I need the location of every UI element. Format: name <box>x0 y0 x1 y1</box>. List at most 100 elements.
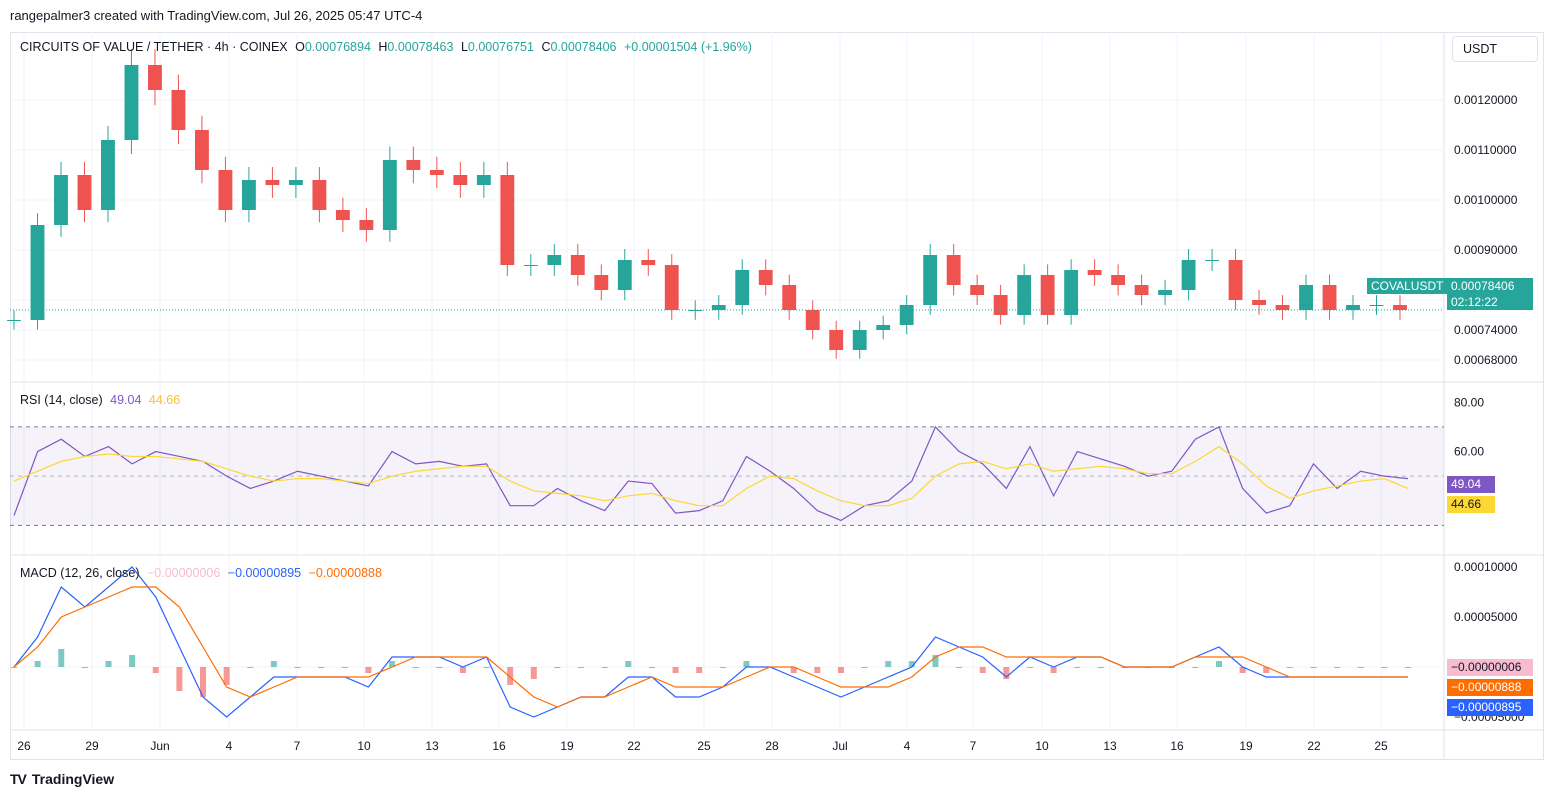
candle-body <box>570 255 585 275</box>
countdown-tag: 02:12:22 <box>1447 294 1533 310</box>
candle-body <box>688 310 703 311</box>
macd-hist-bar <box>436 667 443 668</box>
change-value: +0.00001504 (+1.96%) <box>624 40 752 54</box>
candle-body <box>805 310 820 330</box>
candle-body <box>735 270 750 305</box>
candle-body <box>594 275 609 290</box>
close-label: C <box>541 40 551 54</box>
candle-body <box>30 225 45 320</box>
candle-body <box>7 320 21 321</box>
candle-body <box>547 255 562 265</box>
macd-hist-bar <box>129 655 136 667</box>
x-tick-label: 13 <box>1103 739 1117 753</box>
candle-body <box>829 330 844 350</box>
x-tick-label: 16 <box>1170 739 1184 753</box>
macd-hist-bar <box>1239 667 1246 673</box>
price-tick-label: 0.00100000 <box>1454 193 1518 207</box>
macd-hist-bar <box>365 667 372 673</box>
macd-title[interactable]: MACD (12, 26, close) <box>20 566 140 580</box>
footer-brand[interactable]: TV TradingView <box>10 771 114 787</box>
candle-body <box>1017 275 1032 315</box>
rsi-ma-tag: 44.66 <box>1447 496 1495 513</box>
macd-tick-label: 0.00005000 <box>1454 610 1518 624</box>
x-tick-label: 10 <box>1035 739 1049 753</box>
candle-body <box>1087 270 1102 275</box>
candle-body <box>288 180 303 185</box>
x-tick-label: 7 <box>970 739 977 753</box>
rsi-tick-label: 60.00 <box>1454 445 1484 459</box>
macd-line <box>13 566 1408 718</box>
candle-body <box>1205 260 1219 261</box>
macd-hist-bar <box>1215 661 1222 667</box>
x-tick-label: 4 <box>226 739 233 753</box>
macd-line-tag: −0.00000895 <box>1447 699 1533 716</box>
last-price-tag: 0.00078406 <box>1447 278 1533 294</box>
x-tick-label: 28 <box>765 739 779 753</box>
candle-body <box>1369 305 1384 306</box>
x-tick-label: 4 <box>904 739 911 753</box>
candle-body <box>758 270 773 285</box>
macd-signal-line <box>13 586 1408 708</box>
candle-body <box>382 160 397 230</box>
candle-body <box>1299 285 1313 310</box>
macd-hist-bar <box>743 661 750 667</box>
close-value: 0.00078406 <box>550 40 617 54</box>
symbol-title[interactable]: CIRCUITS OF VALUE / TETHER · 4h · COINEX <box>20 40 288 54</box>
macd-hist-bar <box>247 667 254 668</box>
macd-signal-value: −0.00000888 <box>308 566 382 580</box>
candle-body <box>500 175 515 265</box>
candle-body <box>54 175 68 225</box>
rsi-title[interactable]: RSI (14, close) <box>20 393 103 407</box>
macd-hist-bar <box>1097 667 1104 668</box>
candle-body <box>241 180 256 210</box>
macd-hist-tag: −0.00000006 <box>1447 659 1533 676</box>
macd-signal-tag: −0.00000888 <box>1447 679 1533 696</box>
macd-hist-bar <box>696 667 703 673</box>
macd-hist-bar <box>1192 667 1199 668</box>
x-tick-label: Jul <box>832 739 847 753</box>
macd-hist-bar <box>672 667 679 673</box>
candle-body <box>899 305 914 325</box>
x-tick-label: 19 <box>1239 739 1253 753</box>
candle-body <box>429 170 444 175</box>
macd-hist-bar <box>318 667 325 668</box>
candle-body <box>476 175 491 185</box>
symbol-price-tag: COVALUSDT <box>1367 278 1448 294</box>
macd-hist-bar <box>200 667 207 697</box>
candle-body <box>359 220 374 230</box>
currency-unit-button[interactable]: USDT <box>1452 36 1538 62</box>
macd-hist-bar <box>1074 667 1081 668</box>
candle-body <box>312 180 327 210</box>
macd-hist-bar <box>814 667 821 673</box>
candle-body <box>782 285 797 310</box>
open-label: O <box>295 40 305 54</box>
macd-line-value: −0.00000895 <box>227 566 302 580</box>
macd-hist-bar <box>908 661 915 667</box>
macd-hist-bar <box>34 661 41 667</box>
macd-legend: MACD (12, 26, close) −0.00000006 −0.0000… <box>20 566 386 580</box>
candle-body <box>406 160 421 170</box>
candle-body <box>1275 305 1290 310</box>
macd-hist-bar <box>507 667 514 685</box>
macd-hist-bar <box>861 667 868 668</box>
macd-hist-bar <box>554 667 561 668</box>
price-tick-label: 0.00074000 <box>1454 323 1518 337</box>
macd-hist-bar <box>270 661 277 667</box>
macd-hist-bar <box>1381 667 1388 668</box>
rsi-value: 49.04 <box>110 393 142 407</box>
candle-body <box>1158 290 1173 295</box>
tradingview-logo-icon: TV <box>10 771 27 787</box>
macd-hist-bar <box>1405 667 1411 668</box>
rsi-tick-label: 80.00 <box>1454 395 1484 409</box>
x-tick-label: 25 <box>697 739 711 753</box>
open-value: 0.00076894 <box>304 40 371 54</box>
candle-body <box>1064 270 1079 315</box>
x-tick-label: 13 <box>425 739 439 753</box>
candle-body <box>1346 305 1360 310</box>
macd-hist-bar <box>1334 667 1341 668</box>
candle-body <box>617 260 632 290</box>
currency-unit-label: USDT <box>1463 42 1498 56</box>
candle-body <box>1134 285 1149 295</box>
candle-body <box>523 265 538 266</box>
